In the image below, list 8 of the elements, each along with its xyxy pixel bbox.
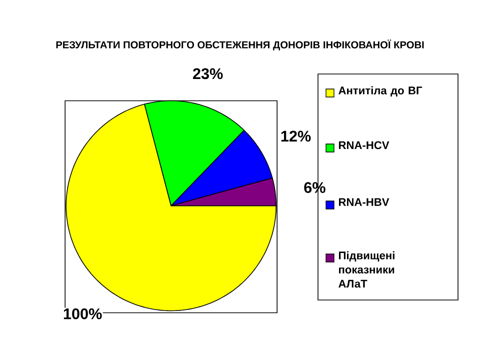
legend-label: RNA-HBV (338, 198, 390, 206)
legend-label: Антитіла до ВГ (338, 86, 422, 96)
data-label: 100% (64, 308, 102, 320)
data-label: 12% (281, 130, 311, 142)
data-label: 23% (193, 68, 223, 80)
legend-label: Підвищені показники АЛаТ (338, 251, 394, 288)
legend-label: RNA-HCV (338, 141, 390, 150)
chart-title: РЕЗУЛЬТАТИ ПОВТОРНОГО ОБСТЕЖЕННЯ ДОНОРІВ ІНФІКОВАНОЇ КРОВІ (56, 40, 424, 50)
